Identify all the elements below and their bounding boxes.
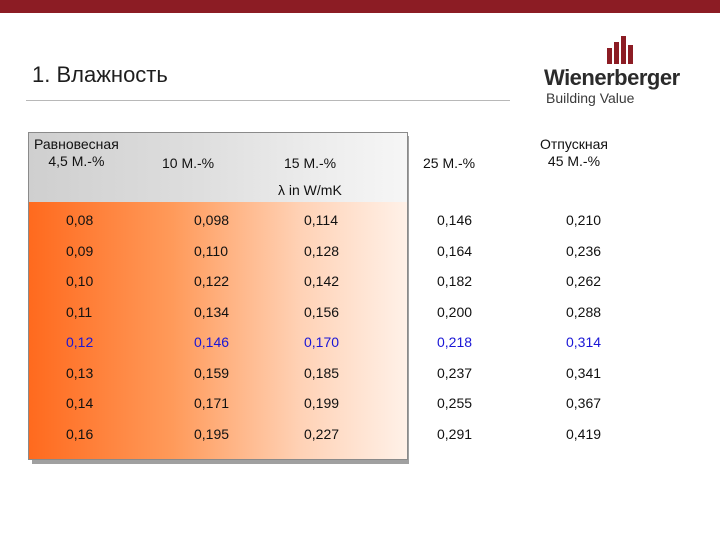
table-cell: 0,255 [437, 395, 473, 411]
logo-tagline: Building Value [546, 90, 635, 106]
table-cell: 0,128 [304, 242, 340, 259]
table-cell: 0,16 [66, 425, 94, 442]
logo-wordmark: Wienerberger [544, 65, 680, 90]
header-equilibrium: Равновесная 4,5 М.-% [34, 136, 119, 169]
table-cell: 0,13 [66, 364, 94, 381]
table-cell: 0,11 [66, 303, 93, 320]
table-cell: 0,195 [194, 425, 230, 442]
table-cell: 0,236 [566, 242, 602, 259]
table-cell: 0,146 [194, 334, 230, 350]
table-cell: 0,170 [304, 334, 340, 350]
table-header [28, 132, 408, 202]
table-cell: 0,10 [66, 273, 94, 289]
table-cell: 0,199 [304, 395, 340, 411]
table-cell: 0,122 [194, 273, 230, 289]
table-cell: 0,12 [66, 334, 94, 350]
header-10-percent: 10 М.-% [162, 155, 215, 171]
table-cell: 0,262 [566, 273, 602, 289]
table-cell: 0,08 [66, 212, 94, 228]
table-cell: 0,14 [66, 395, 94, 411]
table-cell: 0,134 [194, 303, 230, 320]
wienerberger-logo: Wienerberger Building Value [538, 36, 703, 111]
table-cell: 0,164 [437, 242, 473, 259]
table-cell: 0,419 [566, 425, 602, 442]
header-25-percent: 25 М.-% [423, 155, 476, 171]
table-cell: 0,210 [566, 212, 602, 228]
table-cell: 0,171 [194, 395, 230, 411]
table-cell: 0,110 [194, 242, 228, 259]
table-cell: 0,291 [437, 425, 473, 442]
slide-title: 1. Влажность [32, 62, 168, 87]
title-divider [26, 100, 510, 101]
table-cell: 0,341 [566, 364, 602, 381]
table-cell: 0,098 [194, 212, 230, 228]
table-cell: 0,156 [304, 303, 340, 320]
table-cell: 0,218 [437, 334, 473, 350]
top-accent-bar [0, 0, 720, 13]
table-cell: 0,314 [566, 334, 602, 350]
table-cell: 0,09 [66, 242, 94, 259]
brick-stack-icon [607, 36, 633, 64]
table-cell: 0,142 [304, 273, 340, 289]
table-cell: 0,146 [437, 212, 473, 228]
header-shipping: Отпускная 45 М.-% [540, 136, 608, 169]
table-cell: 0,200 [437, 303, 473, 320]
header-15-percent: 15 М.-% [284, 155, 337, 171]
table-cell: 0,182 [437, 273, 473, 289]
table-cell: 0,159 [194, 364, 230, 381]
table-cell: 0,367 [566, 395, 602, 411]
table-cell: 0,237 [437, 364, 473, 381]
table-cell: 0,288 [566, 303, 602, 320]
header-lambda-unit: λ in W/mK [278, 182, 342, 198]
table-cell: 0,114 [304, 212, 338, 228]
table-cell: 0,227 [304, 425, 340, 442]
table-cell: 0,185 [304, 364, 340, 381]
